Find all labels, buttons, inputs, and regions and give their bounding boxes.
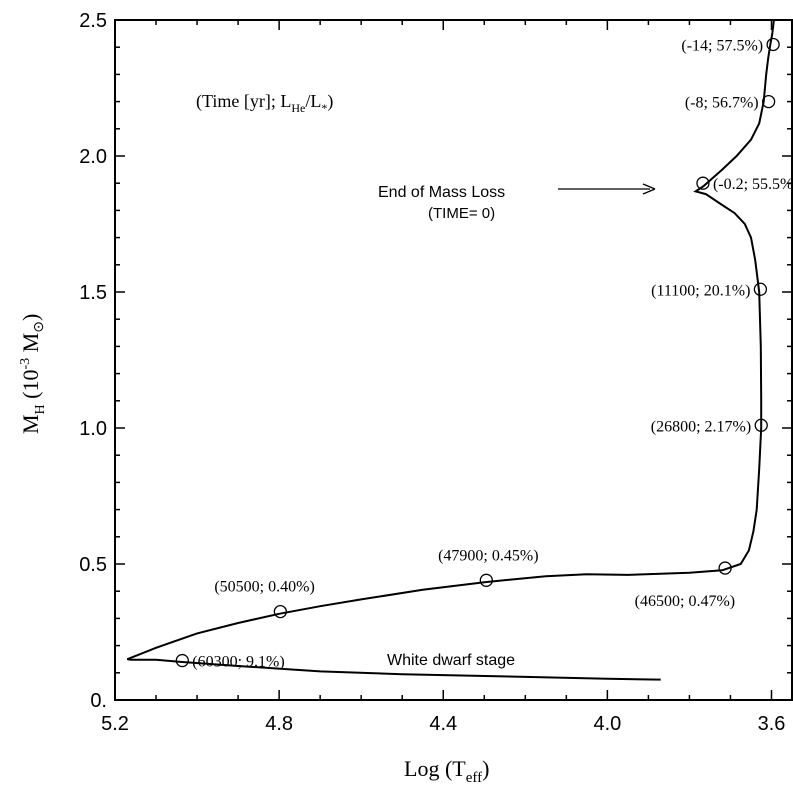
y-axis-label-sun: ⊙ — [32, 321, 47, 333]
y-axis-label: MH (10-3 M⊙) — [18, 314, 48, 434]
point-marker — [696, 176, 710, 190]
point-marker — [761, 94, 776, 109]
point-marker — [754, 418, 768, 432]
y-axis-label-end: ) — [18, 314, 43, 321]
x-tick-label: 5.2 — [101, 713, 129, 735]
plot-frame — [114, 19, 793, 701]
legend-note-open: (Time [yr]; L — [196, 91, 291, 112]
x-tick-labels: 5.2 4.8 4.4 4.0 3.6 — [101, 713, 785, 735]
point-labels: (-14; 57.5%) (-8; 56.7%) (-0.2; 55.5% (1110… — [192, 37, 793, 670]
annotation-time-zero: (TIME= 0) — [428, 205, 495, 222]
y-axis-label-sup: -3 — [18, 358, 33, 370]
y-axis-label-main: M — [18, 414, 43, 434]
legend-note-sub1: He — [291, 101, 305, 115]
point-label: (50500; 0.40%) — [214, 579, 314, 596]
x-tick-label: 4.4 — [429, 713, 457, 735]
annotation-end-of-mass-loss: End of Mass Loss — [378, 184, 505, 201]
x-axis-label-main: Log (T — [404, 756, 466, 781]
x-tick-label: 4.0 — [593, 713, 621, 735]
y-tick-labels: 0. 0.5 1.0 1.5 2.0 2.5 — [79, 10, 107, 712]
point-markers — [175, 37, 780, 668]
point-label: (-8; 56.7%) — [685, 95, 759, 112]
point-marker — [175, 653, 189, 668]
point-marker — [718, 561, 732, 575]
y-tick-label: 0. — [90, 690, 107, 712]
annotation-white-dwarf: White dwarf stage — [387, 652, 515, 669]
legend-note: (Time [yr]; LHe/L*) — [196, 91, 333, 115]
y-tick-label: 1.5 — [79, 282, 107, 304]
y-tick-label: 0.5 — [79, 554, 107, 576]
x-axis-label-sub: eff — [466, 770, 482, 786]
y-tick-label: 1.0 — [79, 418, 107, 440]
point-marker — [766, 37, 780, 52]
legend-note-sub2: * — [321, 101, 327, 115]
x-tick-label: 4.8 — [265, 713, 293, 735]
y-tick-label: 2.0 — [79, 146, 107, 168]
point-label: (-14; 57.5%) — [681, 37, 763, 54]
point-marker — [273, 604, 288, 619]
point-label: (47900; 0.45%) — [438, 547, 538, 564]
x-tick-label: 3.6 — [758, 713, 786, 735]
point-label: (46500; 0.47%) — [635, 593, 735, 610]
tick-marks — [114, 19, 792, 701]
point-label: (60300; 9.1%) — [192, 654, 284, 671]
point-label: (-0.2; 55.5% — [713, 176, 793, 193]
point-marker — [479, 573, 493, 587]
point-label: (26800; 2.17%) — [651, 418, 751, 435]
legend-note-close: ) — [327, 91, 333, 112]
legend-note-slash: /L — [305, 91, 321, 111]
y-axis-label-group: MH (10-3 M⊙) — [18, 314, 48, 434]
x-axis-label: Log (Teff) — [404, 756, 489, 786]
y-axis-label-mid: (10 — [18, 369, 43, 404]
annotation-arrow-head — [642, 183, 656, 195]
y-tick-label: 2.5 — [79, 10, 107, 32]
y-axis-label-mass: M — [18, 333, 43, 358]
evolutionary-track — [126, 19, 775, 681]
y-axis-label-sub: H — [33, 404, 48, 414]
point-label: (11100; 20.1%) — [651, 282, 750, 299]
x-axis-label-end: ) — [482, 756, 489, 781]
point-marker — [753, 282, 768, 296]
